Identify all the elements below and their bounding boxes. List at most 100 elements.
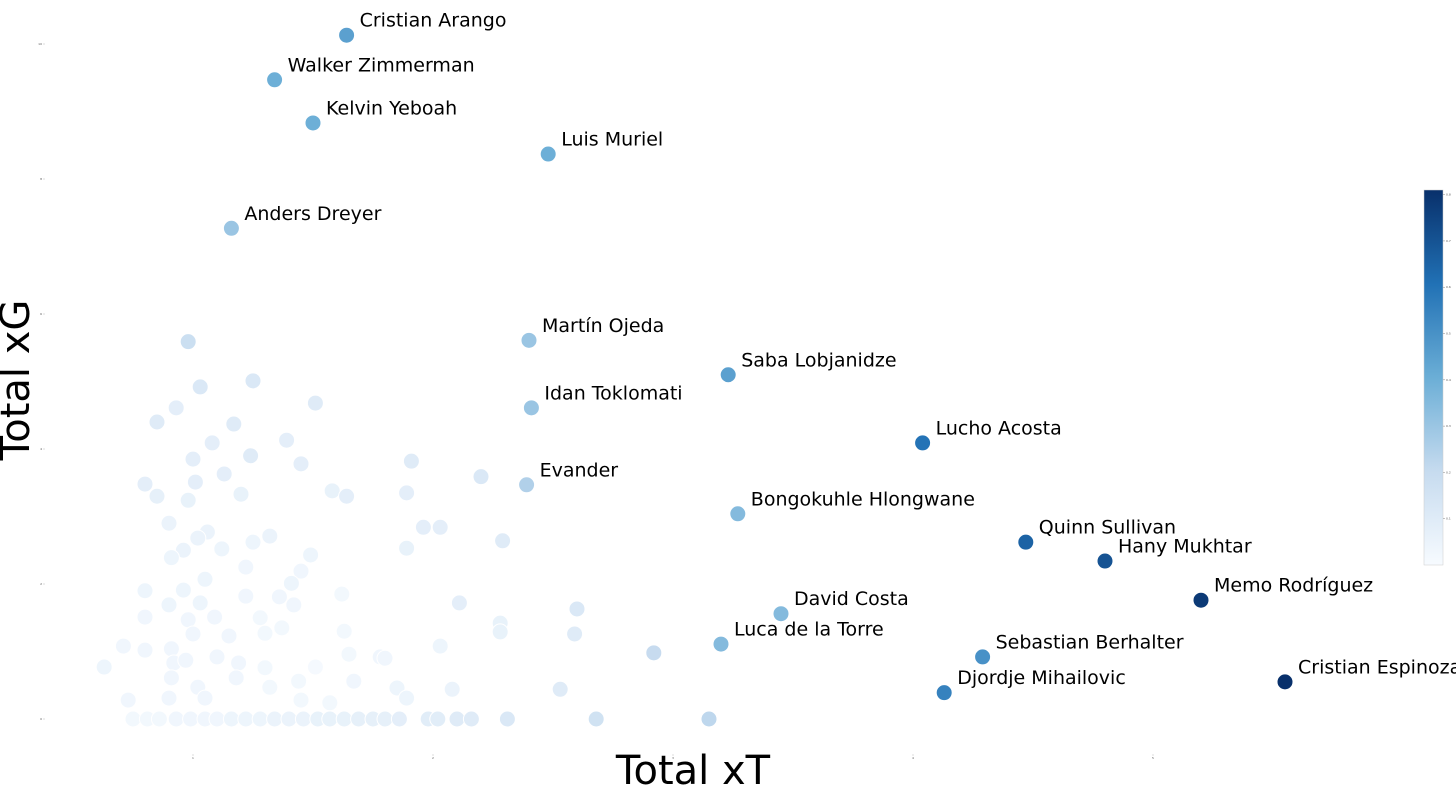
colorbar-tick-label: 0.5 [1446, 332, 1451, 336]
point [914, 434, 932, 452]
point [273, 619, 291, 637]
y-tick-label: 0 [40, 717, 42, 721]
point [179, 611, 197, 629]
point [215, 465, 233, 483]
point [150, 710, 168, 728]
point [251, 609, 269, 627]
point [321, 710, 339, 728]
point [213, 540, 231, 558]
point-label: Luis Muriel [561, 129, 663, 151]
x-tick-label: 4 [912, 756, 914, 760]
point [174, 581, 192, 599]
point [261, 527, 279, 545]
y-tick-label: 6 [40, 312, 42, 316]
point [237, 710, 255, 728]
point [340, 645, 358, 663]
point [148, 487, 166, 505]
point [227, 669, 245, 687]
point [242, 447, 260, 465]
point [266, 71, 284, 89]
colorbar-tick-label: 0.6 [1446, 285, 1451, 289]
point-label: Idan Toklomati [544, 382, 682, 404]
point [177, 651, 195, 669]
point-label: Walker Zimmerman [288, 54, 475, 76]
point [208, 648, 226, 666]
point [414, 518, 432, 536]
point [292, 455, 310, 473]
point [160, 689, 178, 707]
point [186, 473, 204, 491]
point [251, 710, 269, 728]
point [196, 689, 214, 707]
point [338, 26, 356, 44]
point [376, 649, 394, 667]
point [431, 637, 449, 655]
point-label: Luca de la Torre [734, 619, 884, 641]
point-label: Cristian Arango [360, 10, 507, 32]
colorbar-tick-label: 0.2 [1446, 470, 1451, 474]
point [294, 710, 312, 728]
point-label: Martín Ojeda [542, 315, 664, 337]
point [256, 659, 274, 677]
point [498, 710, 516, 728]
point-label: Cristian Espinoza [1298, 656, 1456, 678]
point [179, 491, 197, 509]
point [184, 450, 202, 468]
point [448, 710, 466, 728]
point [1276, 673, 1294, 691]
point [402, 452, 420, 470]
point-label: Hany Mukhtar [1118, 536, 1252, 558]
point [167, 399, 185, 417]
point-label: Saba Lobjanidze [741, 349, 896, 371]
point [390, 710, 408, 728]
point [333, 585, 351, 603]
point [645, 644, 663, 662]
point [184, 625, 202, 643]
point-label: Anders Dreyer [244, 203, 381, 225]
x-tick-label: 3 [672, 756, 674, 760]
point-label: Sebastian Berhalter [996, 631, 1184, 653]
point [179, 333, 197, 351]
point [429, 710, 447, 728]
x-tick-label: 2 [432, 756, 434, 760]
point [160, 514, 178, 532]
point-label: Lucho Acosta [936, 417, 1062, 439]
colorbar [1423, 189, 1444, 566]
point [292, 562, 310, 580]
point [522, 399, 540, 417]
point [350, 710, 368, 728]
point [278, 431, 296, 449]
point [719, 366, 737, 384]
point [244, 533, 262, 551]
point [472, 468, 490, 486]
point [302, 546, 320, 564]
point [282, 574, 300, 592]
point [162, 669, 180, 687]
point [700, 710, 718, 728]
point [290, 672, 308, 690]
point [566, 625, 584, 643]
point [729, 505, 747, 523]
point [321, 694, 339, 712]
point [270, 588, 288, 606]
point [162, 549, 180, 567]
point [148, 413, 166, 431]
point [292, 691, 310, 709]
point [256, 624, 274, 642]
point [335, 710, 353, 728]
point [772, 605, 790, 623]
point [220, 627, 238, 645]
point [225, 415, 243, 433]
point [520, 331, 538, 349]
point [182, 710, 200, 728]
point [306, 394, 324, 412]
point [376, 710, 394, 728]
y-tick-label: 10 [38, 42, 42, 46]
point [398, 689, 416, 707]
x-tick-label: 1 [192, 756, 194, 760]
colorbar-tick-label: 0.3 [1446, 424, 1451, 428]
point [191, 378, 209, 396]
point [136, 608, 154, 626]
point [539, 145, 557, 163]
